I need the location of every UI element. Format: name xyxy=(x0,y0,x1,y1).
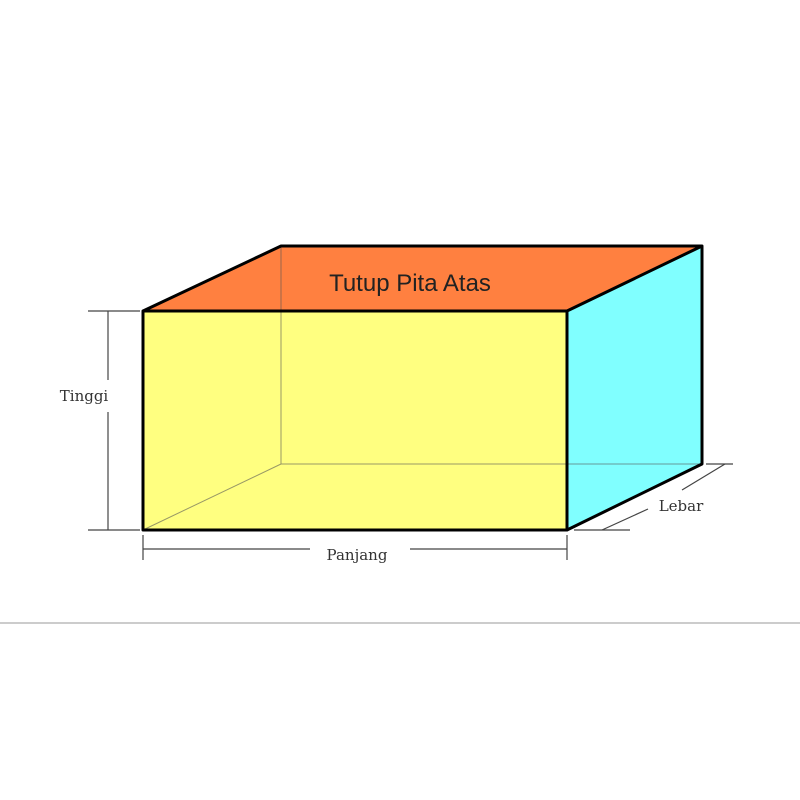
front-face xyxy=(143,311,567,530)
side-face xyxy=(567,246,702,530)
width-label: Lebar xyxy=(659,497,704,515)
top-face-label: Tutup Pita Atas xyxy=(329,270,491,297)
top-face xyxy=(143,246,702,311)
width-dimension xyxy=(574,463,733,531)
height-dimension xyxy=(88,310,140,531)
visible-edges xyxy=(141,244,704,532)
hidden-edges xyxy=(142,246,702,531)
length-dimension xyxy=(142,535,568,560)
height-label: Tinggi xyxy=(60,387,109,405)
length-label: Panjang xyxy=(327,546,388,564)
